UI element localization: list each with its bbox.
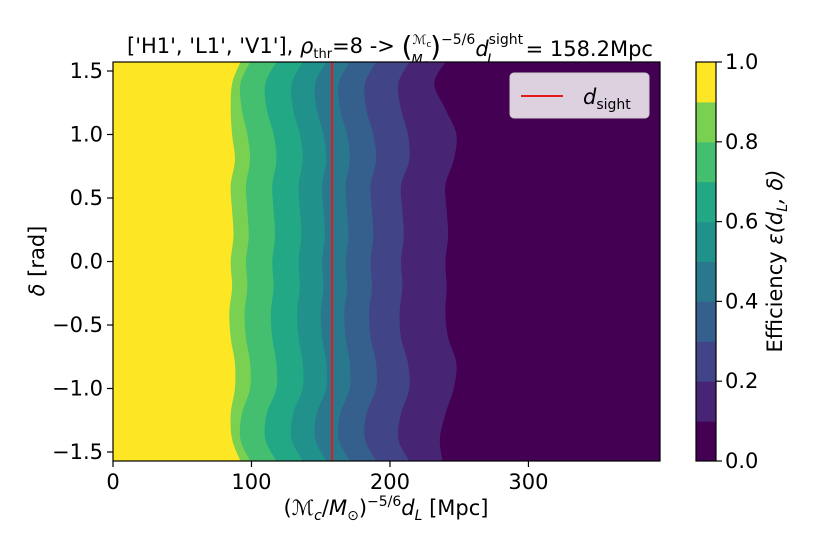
colorbar-tick-label: 0.6 (725, 210, 758, 234)
y-tick-label: 1.0 (70, 122, 103, 146)
y-axis-label: δ [rad] (25, 226, 49, 297)
contour-band-10 (113, 62, 241, 461)
y-tick-label: 0.5 (70, 186, 103, 210)
colorbar-segments (696, 62, 716, 462)
x-tick-label: 200 (370, 470, 410, 494)
colorbar-segment (696, 221, 716, 262)
colorbar-segment (696, 141, 716, 183)
y-tick-label: −1.5 (52, 440, 103, 464)
colorbar-ticks: 0.0 0.2 0.4 0.6 0.8 1.0 (716, 50, 758, 473)
chart-title: ['H1', 'L1', 'V1'], ρthr=8 -> (ℳcM⊙)−5/6… (127, 30, 653, 70)
colorbar-segment (696, 62, 716, 103)
plot-area (113, 62, 660, 461)
contour-bands (113, 62, 660, 461)
legend: dsight (509, 72, 650, 119)
colorbar-segment (696, 341, 716, 382)
colorbar-segment (696, 421, 716, 462)
colorbar-segment (696, 181, 716, 223)
x-tick-label: 300 (508, 470, 548, 494)
y-axis-ticks: 1.5 1.0 0.5 0.0 −0.5 −1.0 −1.5 (52, 59, 113, 464)
colorbar-tick-label: 0.0 (725, 449, 758, 473)
x-tick-label: 100 (231, 470, 271, 494)
colorbar-tick-label: 0.8 (725, 130, 758, 154)
colorbar-tick-label: 0.2 (725, 369, 758, 393)
y-tick-label: 1.5 (70, 59, 103, 83)
legend-box (509, 72, 650, 119)
y-tick-label: −0.5 (52, 313, 103, 337)
colorbar-segment (696, 301, 716, 342)
colorbar-segment (696, 381, 716, 422)
colorbar-segment (696, 101, 716, 143)
colorbar: 0.0 0.2 0.4 0.6 0.8 1.0 Efficiency ε(dL, δ) (695, 50, 791, 473)
x-axis-ticks: 0 100 200 300 (106, 461, 548, 494)
colorbar-tick-label: 1.0 (725, 50, 758, 74)
y-tick-label: 0.0 (70, 250, 103, 274)
colorbar-label: Efficiency ε(dL, δ) (763, 170, 791, 353)
x-tick-label: 0 (106, 470, 119, 494)
y-tick-label: −1.0 (52, 377, 103, 401)
colorbar-frame (695, 61, 717, 462)
colorbar-segment (696, 261, 716, 302)
colorbar-tick-label: 0.4 (725, 289, 758, 313)
legend-label: dsight (583, 85, 631, 113)
x-axis-label: (ℳc/M⊙)−5/6dL [Mpc] (284, 494, 489, 524)
